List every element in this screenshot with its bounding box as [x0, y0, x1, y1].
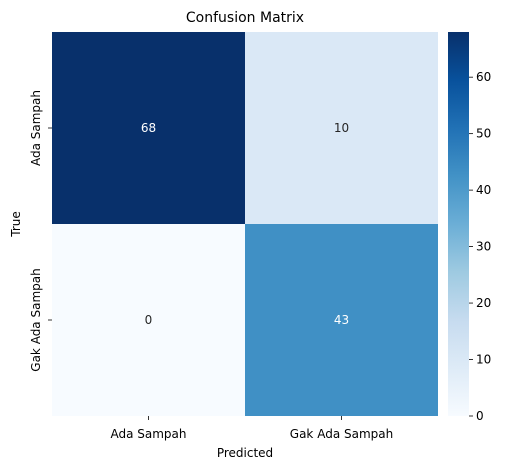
heatmap-cell — [52, 32, 245, 224]
x-axis-label: Predicted — [217, 446, 273, 460]
colorbar-tick-label: 30 — [476, 240, 491, 254]
cell-value-label: 43 — [334, 313, 349, 327]
x-tick-label: Gak Ada Sampah — [290, 427, 393, 441]
x-tick-label: Ada Sampah — [110, 427, 186, 441]
y-axis: Ada Sampah Gak Ada Sampah — [29, 90, 52, 372]
y-tick-label: Ada Sampah — [29, 90, 43, 166]
colorbar-tick-label: 10 — [476, 353, 491, 367]
colorbar-tick-label: 60 — [476, 70, 491, 84]
cell-value-label: 10 — [334, 121, 349, 135]
heatmap-cell — [245, 224, 438, 416]
cell-value-label: 68 — [141, 121, 156, 135]
cell-value-label: 0 — [145, 313, 153, 327]
heatmap-cell — [52, 224, 245, 416]
cell-annotations: 68 10 0 43 — [141, 121, 349, 327]
chart-title: Confusion Matrix — [186, 10, 304, 26]
colorbar-tick-label: 40 — [476, 183, 491, 197]
x-axis: Ada Sampah Gak Ada Sampah — [110, 416, 393, 441]
y-axis-label: True — [9, 211, 23, 238]
colorbar-tick-label: 0 — [476, 409, 484, 423]
heatmap-cells — [52, 32, 438, 416]
y-tick-label: Gak Ada Sampah — [29, 268, 43, 371]
heatmap-cell — [245, 32, 438, 224]
colorbar-tick-label: 50 — [476, 127, 491, 141]
colorbar-gradient — [448, 32, 469, 416]
colorbar-tick-label: 20 — [476, 296, 491, 310]
colorbar: 0 10 20 30 40 50 60 — [448, 32, 491, 423]
